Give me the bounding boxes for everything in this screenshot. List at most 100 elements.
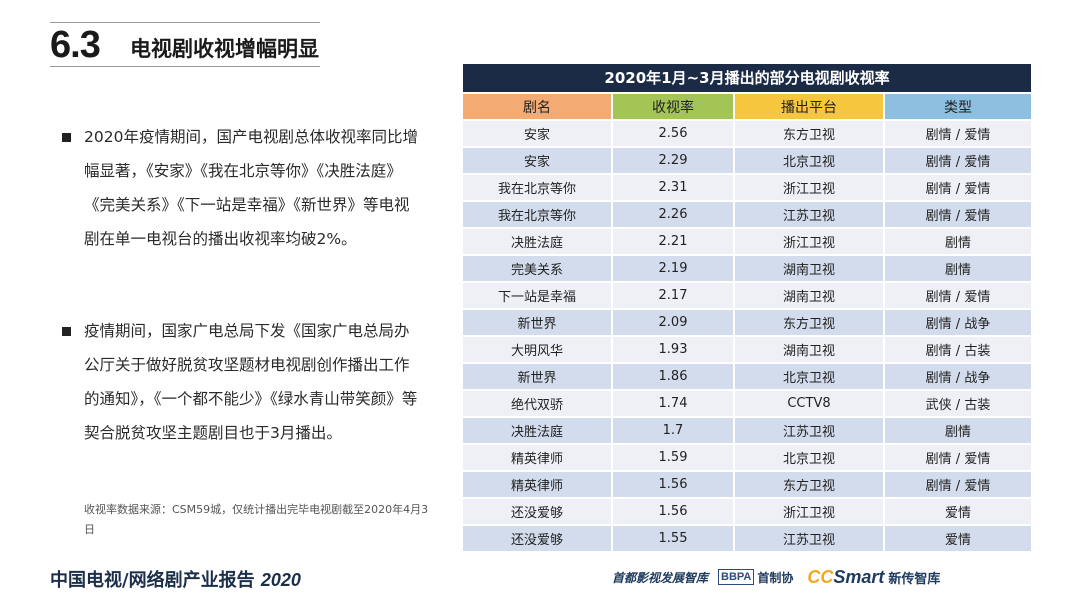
cell-drama-name: 还没爱够 [463,499,613,526]
cell-rating: 1.74 [613,391,735,418]
cell-genre: 武侠 / 古装 [885,391,1031,418]
square-bullet-icon [62,133,71,142]
cell-drama-name: 我在北京等你 [463,175,613,202]
cell-drama-name: 决胜法庭 [463,418,613,445]
table-row: 还没爱够 1.56 浙江卫视 爱情 [463,499,1031,526]
cell-genre: 剧情 [885,229,1031,256]
xinchuan-think-tank-logo: 新传智库 [888,571,941,587]
cell-platform: 湖南卫视 [735,337,885,364]
cell-genre: 剧情 / 古装 [885,337,1031,364]
table-header-row: 剧名 收视率 播出平台 类型 [463,94,1031,121]
cell-drama-name: 下一站是幸福 [463,283,613,310]
table-row: 精英律师 1.59 北京卫视 剧情 / 爱情 [463,445,1031,472]
cell-platform: 湖南卫视 [735,256,885,283]
table-row: 还没爱够 1.55 江苏卫视 爱情 [463,526,1031,553]
cell-rating: 1.56 [613,472,735,499]
cell-platform: 东方卫视 [735,121,885,148]
cell-drama-name: 安家 [463,121,613,148]
cell-platform: 东方卫视 [735,310,885,337]
table-row: 决胜法庭 2.21 浙江卫视 剧情 [463,229,1031,256]
cell-platform: CCTV8 [735,391,885,418]
cell-genre: 剧情 / 战争 [885,364,1031,391]
header-platform: 播出平台 [735,94,885,121]
cell-drama-name: 新世界 [463,364,613,391]
cell-rating: 1.55 [613,526,735,553]
ratings-table-panel: 2020年1月~3月播出的部分电视剧收视率 剧名 收视率 播出平台 类型 安家 2… [463,64,1031,553]
table-row: 安家 2.56 东方卫视 剧情 / 爱情 [463,121,1031,148]
table-row: 我在北京等你 2.31 浙江卫视 剧情 / 爱情 [463,175,1031,202]
cell-genre: 剧情 [885,256,1031,283]
cell-rating: 2.56 [613,121,735,148]
cell-rating: 2.09 [613,310,735,337]
bbpa-logo: BBPA [718,569,755,585]
cell-rating: 1.93 [613,337,735,364]
cell-drama-name: 精英律师 [463,445,613,472]
cell-genre: 剧情 / 爱情 [885,175,1031,202]
bullet-text: 疫情期间，国家广电总局下发《国家广电总局办公厅关于做好脱贫攻坚题材电视剧创作播出… [84,322,418,442]
cell-platform: 浙江卫视 [735,229,885,256]
table-row: 下一站是幸福 2.17 湖南卫视 剧情 / 爱情 [463,283,1031,310]
cell-rating: 1.59 [613,445,735,472]
cell-drama-name: 还没爱够 [463,526,613,553]
cell-genre: 剧情 / 爱情 [885,472,1031,499]
data-source-note: 收视率数据来源：CSM59城，仅统计播出完毕电视剧截至2020年4月3日 [84,503,429,536]
title-top-rule [50,22,320,23]
cell-platform: 东方卫视 [735,472,885,499]
section-title: 电视剧收视增幅明显 [130,37,319,61]
cell-drama-name: 绝代双骄 [463,391,613,418]
cell-platform: 江苏卫视 [735,202,885,229]
cell-genre: 剧情 / 爱情 [885,283,1031,310]
cell-drama-name: 完美关系 [463,256,613,283]
ccsmart-smart-text: Smart [833,566,885,587]
table-row: 大明风华 1.93 湖南卫视 剧情 / 古装 [463,337,1031,364]
report-title: 中国电视/网络剧产业报告 2020 [50,566,301,592]
cell-genre: 剧情 / 战争 [885,310,1031,337]
partner-logos: 首都影视发展智库 BBPA 首制协 CCSmart 新传智库 [612,566,940,588]
cell-drama-name: 精英律师 [463,472,613,499]
cell-rating: 1.56 [613,499,735,526]
cell-genre: 剧情 [885,418,1031,445]
section-number: 6.3 [50,24,101,66]
shouzhixie-logo: 首制协 [757,570,794,585]
cell-genre: 剧情 / 爱情 [885,445,1031,472]
table-row: 决胜法庭 1.7 江苏卫视 剧情 [463,418,1031,445]
title-bottom-rule [50,66,320,67]
cell-genre: 剧情 / 爱情 [885,121,1031,148]
table-title: 2020年1月~3月播出的部分电视剧收视率 [463,64,1031,92]
bullet-point-2: 疫情期间，国家广电总局下发《国家广电总局办公厅关于做好脱贫攻坚题材电视剧创作播出… [62,314,422,450]
cell-platform: 湖南卫视 [735,283,885,310]
header-genre: 类型 [885,94,1031,121]
table-row: 新世界 2.09 东方卫视 剧情 / 战争 [463,310,1031,337]
cell-genre: 爱情 [885,499,1031,526]
capital-film-think-tank-logo: 首都影视发展智库 [612,570,709,585]
table-row: 我在北京等你 2.26 江苏卫视 剧情 / 爱情 [463,202,1031,229]
cell-rating: 2.31 [613,175,735,202]
header-drama-name: 剧名 [463,94,613,121]
cell-rating: 2.19 [613,256,735,283]
cell-rating: 1.86 [613,364,735,391]
table-row: 新世界 1.86 北京卫视 剧情 / 战争 [463,364,1031,391]
cell-rating: 2.26 [613,202,735,229]
bullet-text: 2020年疫情期间，国产电视剧总体收视率同比增幅显著，《安家》《我在北京等你》《… [84,128,418,248]
cell-rating: 2.29 [613,148,735,175]
square-bullet-icon [62,327,71,336]
report-title-text: 中国电视/网络剧产业报告 [50,570,255,591]
table-row: 精英律师 1.56 东方卫视 剧情 / 爱情 [463,472,1031,499]
cell-drama-name: 新世界 [463,310,613,337]
table-row: 完美关系 2.19 湖南卫视 剧情 [463,256,1031,283]
cell-drama-name: 决胜法庭 [463,229,613,256]
ratings-table: 剧名 收视率 播出平台 类型 安家 2.56 东方卫视 剧情 / 爱情 安家 2.29 北京… [463,94,1031,553]
header-rating: 收视率 [613,94,735,121]
report-year: 2020 [260,570,301,590]
table-row: 绝代双骄 1.74 CCTV8 武侠 / 古装 [463,391,1031,418]
cell-rating: 1.7 [613,418,735,445]
cell-drama-name: 安家 [463,148,613,175]
cell-rating: 2.17 [613,283,735,310]
cell-platform: 北京卫视 [735,445,885,472]
ccsmart-cc-text: CC [807,566,834,587]
cell-platform: 浙江卫视 [735,175,885,202]
cell-platform: 北京卫视 [735,364,885,391]
cell-platform: 江苏卫视 [735,526,885,553]
table-row: 安家 2.29 北京卫视 剧情 / 爱情 [463,148,1031,175]
cell-rating: 2.21 [613,229,735,256]
